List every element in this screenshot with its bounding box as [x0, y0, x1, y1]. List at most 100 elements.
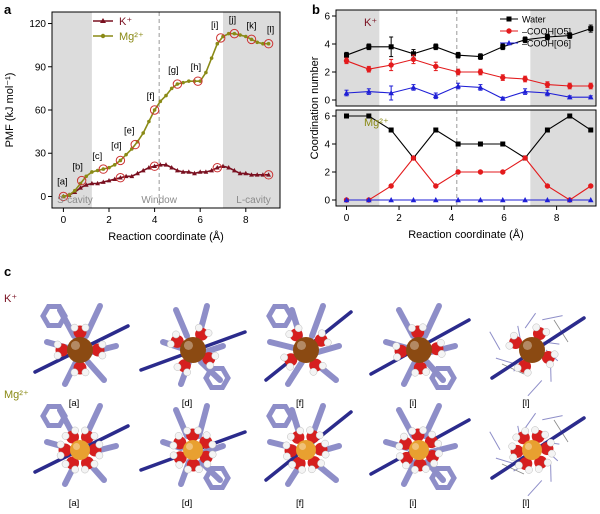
hydrogen-atom: [435, 440, 442, 447]
hydrogen-atom: [321, 440, 328, 447]
data-point-o5: [500, 169, 505, 174]
hydrogen-atom: [99, 352, 106, 359]
hydrogen-atom: [205, 329, 212, 336]
hydrogen-atom: [174, 363, 181, 370]
hydrogen-atom: [514, 364, 521, 371]
structure-snapshot: [d]: [141, 406, 245, 509]
hydrogen-atom: [408, 324, 415, 331]
thin-bond: [525, 413, 535, 428]
structure-snapshot: [l]: [490, 313, 584, 409]
data-point-o5: [366, 67, 371, 72]
hydrogen-atom: [393, 343, 400, 350]
annotation-label: [c]: [92, 151, 102, 162]
hydrogen-atom: [318, 330, 325, 337]
thin-bond: [542, 416, 562, 420]
data-point-o5: [433, 64, 438, 69]
data-point-o5: [478, 69, 483, 74]
ion-highlight: [525, 443, 532, 450]
data-point-water: [389, 128, 394, 133]
data-point-o5: [522, 76, 527, 81]
hydrogen-atom: [283, 442, 290, 449]
hydrogen-atom: [510, 454, 517, 461]
data-point-water: [545, 128, 550, 133]
hydrogen-atom: [184, 466, 191, 473]
hydrogen-atom: [195, 324, 202, 331]
annotation-label: [e]: [124, 126, 135, 137]
data-point-mg: [187, 79, 191, 83]
hydrogen-atom: [400, 433, 407, 440]
structure-snapshot: [d]: [141, 306, 245, 409]
x-tick-label: 0: [61, 215, 67, 226]
data-point-o6: [411, 84, 417, 89]
y-tick-label: 6: [324, 12, 330, 23]
hydrogen-atom: [62, 432, 69, 439]
hydrogen-atom: [91, 432, 98, 439]
frame-label: [i]: [409, 498, 416, 509]
hydrogen-atom: [547, 439, 554, 446]
x-tick-label: 6: [501, 213, 507, 224]
hydrogen-atom: [82, 324, 89, 331]
hydrogen-atom: [172, 331, 179, 338]
thin-bond: [542, 316, 562, 320]
data-point-mg: [255, 40, 259, 44]
data-point-o5: [433, 183, 438, 188]
legend-label: –COOH[O6]: [522, 39, 571, 49]
hydrogen-atom: [531, 427, 538, 434]
y-tick-label: 90: [35, 62, 47, 73]
hydrogen-atom: [209, 441, 216, 448]
legend-label: K⁺: [119, 16, 132, 28]
hydrogen-atom: [513, 434, 520, 441]
hydrogen-atom: [96, 452, 103, 459]
annotation-label: [g]: [168, 65, 179, 76]
data-point-water: [433, 44, 438, 49]
annotation-label: [b]: [72, 162, 83, 173]
x-tick-label: 8: [554, 213, 560, 224]
data-point-mg: [159, 100, 163, 104]
hydrogen-atom: [297, 427, 304, 434]
data-point-mg: [204, 71, 208, 75]
thin-bond: [528, 380, 542, 395]
potassium-ion: [293, 337, 319, 363]
y-tick-label: 4: [324, 40, 330, 51]
hydrogen-atom: [412, 369, 419, 376]
data-point-mg: [210, 56, 214, 60]
hydrogen-atom: [435, 450, 442, 457]
shaded-region: [530, 110, 596, 206]
data-point-mg: [73, 189, 77, 193]
data-point-water: [456, 53, 461, 58]
hydrogen-atom: [322, 451, 329, 458]
ion-highlight: [523, 341, 532, 350]
legend-marker-water: [507, 17, 512, 22]
frame-label: [a]: [69, 398, 80, 409]
hydrogen-atom: [175, 432, 182, 439]
y-tick-label: 60: [35, 106, 47, 117]
y-tick-label: 0: [324, 196, 330, 207]
hydrogen-atom: [319, 362, 326, 369]
legend-marker-o5: [506, 28, 511, 33]
hydrogen-atom: [183, 369, 190, 376]
hydrogen-atom: [176, 461, 183, 468]
ion-highlight: [71, 341, 80, 350]
hydrogen-atom: [510, 332, 517, 339]
row-ion-label: Mg²⁺: [4, 389, 29, 401]
data-point-mg: [124, 153, 128, 157]
hydrogen-atom: [99, 341, 106, 348]
coord-bottom-ion-label: Mg²⁺: [364, 117, 389, 129]
data-point-o5: [478, 169, 483, 174]
data-point-o5: [411, 155, 416, 160]
thin-bond: [528, 480, 542, 495]
magnesium-ion: [70, 440, 90, 460]
data-point-water: [500, 44, 505, 49]
thin-bond: [496, 358, 513, 363]
hydrogen-atom: [289, 461, 296, 468]
magnesium-ion: [522, 440, 542, 460]
hydrogen-atom: [71, 466, 78, 473]
data-point-water: [567, 114, 572, 119]
structure-snapshot: [f]: [266, 306, 351, 409]
hydrogen-atom: [204, 460, 211, 467]
hydrogen-atom: [546, 361, 553, 368]
hydrogen-atom: [509, 443, 516, 450]
data-point-water: [588, 128, 593, 133]
y-tick-label: 4: [324, 140, 330, 151]
